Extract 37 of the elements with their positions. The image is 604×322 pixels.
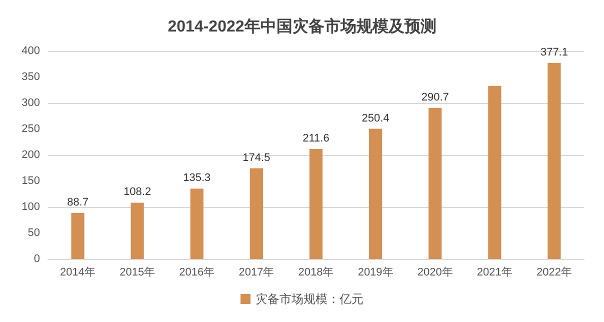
y-tick-label: 250 bbox=[22, 123, 40, 135]
y-tick-label: 0 bbox=[34, 253, 40, 265]
y-tick-label: 350 bbox=[22, 71, 40, 83]
data-label: 174.5 bbox=[242, 152, 270, 164]
x-tick-label: 2022年 bbox=[536, 266, 572, 278]
data-label: 108.2 bbox=[124, 186, 152, 198]
x-tick-label: 2018年 bbox=[298, 266, 334, 278]
x-tick-label: 2015年 bbox=[120, 266, 156, 278]
x-tick-label: 2016年 bbox=[179, 266, 215, 278]
bar bbox=[130, 202, 144, 259]
y-tick-label: 50 bbox=[28, 227, 40, 239]
y-tick-label: 400 bbox=[22, 45, 40, 57]
x-tick-label: 2020年 bbox=[417, 266, 453, 278]
bar bbox=[71, 212, 84, 259]
bar bbox=[369, 128, 382, 259]
chart-title: 2014-2022年中国灾备市场规模及预测 bbox=[168, 16, 436, 36]
data-label: 377.1 bbox=[540, 46, 568, 58]
x-tick-label: 2017年 bbox=[238, 266, 274, 278]
legend-label: 灾备市场规模：亿元 bbox=[256, 292, 364, 306]
bar bbox=[250, 168, 263, 259]
data-label: 135.3 bbox=[183, 172, 211, 184]
y-tick-label: 300 bbox=[22, 97, 40, 109]
y-tick-label: 100 bbox=[22, 201, 40, 213]
data-label: 88.7 bbox=[67, 196, 88, 208]
bar bbox=[488, 86, 502, 259]
y-tick-label: 150 bbox=[22, 175, 40, 187]
data-label: 290.7 bbox=[421, 91, 449, 104]
y-tick-label: 200 bbox=[22, 149, 40, 161]
bar bbox=[428, 108, 442, 259]
bar bbox=[548, 62, 561, 259]
x-tick-label: 2014年 bbox=[60, 266, 96, 278]
bar bbox=[190, 188, 204, 259]
x-tick-label: 2019年 bbox=[358, 266, 394, 278]
bar bbox=[309, 148, 323, 259]
x-tick-label: 2021年 bbox=[476, 266, 512, 278]
data-label: 250.4 bbox=[362, 112, 390, 124]
data-label: 211.6 bbox=[302, 132, 330, 144]
